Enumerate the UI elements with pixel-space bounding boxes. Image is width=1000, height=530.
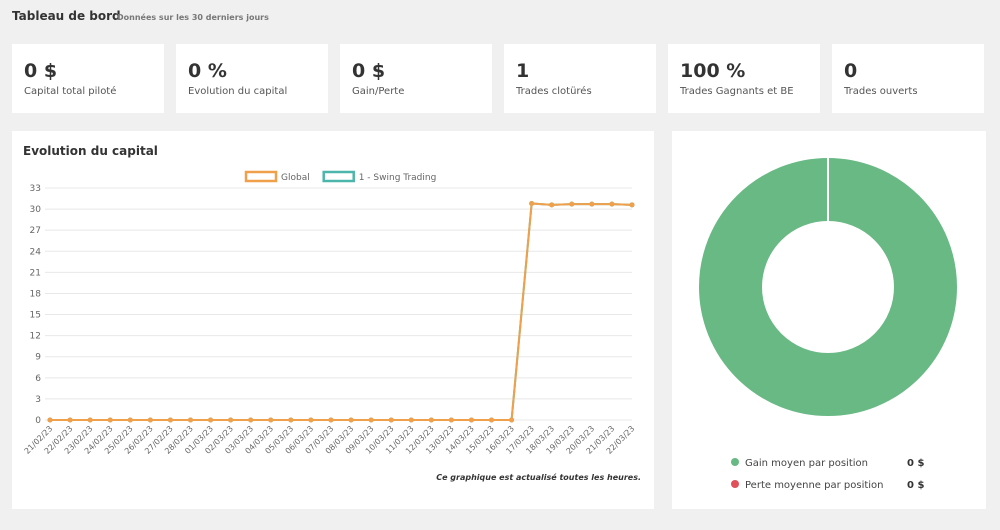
stat-value: 0 bbox=[844, 60, 858, 82]
series-point bbox=[408, 417, 414, 423]
chart-note: Ce graphique est actualisé toutes les he… bbox=[436, 472, 641, 482]
series-line bbox=[50, 202, 633, 421]
page-subtitle: Données sur les 30 derniers jours bbox=[117, 13, 269, 22]
y-tick-label: 6 bbox=[35, 374, 41, 384]
y-tick-label: 3 bbox=[35, 395, 41, 405]
legend-amount: 0 $ bbox=[907, 480, 924, 491]
y-tick-label: 15 bbox=[30, 311, 41, 321]
series-point bbox=[368, 417, 374, 423]
stat-value: 1 bbox=[516, 60, 530, 82]
series-point bbox=[428, 417, 434, 423]
y-tick-label: 27 bbox=[30, 226, 41, 236]
series-point bbox=[629, 202, 635, 208]
stat-value: 0 $ bbox=[24, 60, 58, 82]
legend-label: Global bbox=[281, 173, 310, 183]
series-point bbox=[328, 417, 334, 423]
legend-swatch bbox=[322, 170, 355, 183]
legend-label: 1 - Swing Trading bbox=[359, 173, 437, 183]
y-tick-label: 0 bbox=[35, 416, 41, 426]
series-point bbox=[127, 417, 133, 423]
series-point bbox=[268, 417, 274, 423]
chart-title: Evolution du capital bbox=[23, 144, 158, 158]
legend-label: Perte moyenne par position bbox=[745, 480, 884, 491]
series-point bbox=[47, 417, 53, 423]
series-point bbox=[248, 417, 254, 423]
y-tick-label: 18 bbox=[30, 289, 42, 299]
y-tick-label: 12 bbox=[30, 332, 41, 342]
y-tick-label: 33 bbox=[30, 184, 41, 194]
stat-card: 1 Trades clotürés bbox=[504, 44, 656, 113]
stat-label: Trades clotürés bbox=[516, 86, 592, 97]
series-point bbox=[388, 417, 394, 423]
series-point bbox=[87, 417, 93, 423]
legend-swatch bbox=[244, 170, 278, 183]
series-point bbox=[529, 200, 535, 206]
stat-card: 0 $ Gain/Perte bbox=[340, 44, 492, 113]
chart-panel: Evolution du capital Ce graphique est ac… bbox=[12, 131, 654, 509]
stat-value: 100 % bbox=[680, 60, 746, 82]
stat-card: 100 % Trades Gagnants et BE bbox=[668, 44, 820, 113]
series-point bbox=[348, 417, 354, 423]
series-point bbox=[288, 417, 294, 423]
y-tick-label: 9 bbox=[35, 353, 41, 363]
stat-value: 0 % bbox=[188, 60, 227, 82]
series-point bbox=[187, 417, 193, 423]
legend-amount: 0 $ bbox=[907, 458, 924, 469]
series-point bbox=[569, 201, 575, 207]
legend-label: Gain moyen par position bbox=[745, 458, 868, 469]
donut-panel: Gain moyen par position 0 $ Perte moyenne … bbox=[672, 131, 986, 509]
y-tick-label: 24 bbox=[30, 247, 42, 257]
series-point bbox=[208, 417, 214, 423]
stat-card: 0 Trades ouverts bbox=[832, 44, 984, 113]
page-title: Tableau de bord bbox=[12, 9, 121, 23]
stat-label: Gain/Perte bbox=[352, 86, 405, 97]
legend-dot bbox=[731, 480, 739, 488]
series-point bbox=[448, 417, 454, 423]
series-point bbox=[509, 417, 515, 423]
series-point bbox=[308, 417, 314, 423]
stat-label: Trades ouverts bbox=[844, 86, 918, 97]
stat-card: 0 % Evolution du capital bbox=[176, 44, 328, 113]
series-line bbox=[50, 202, 633, 421]
stat-label: Evolution du capital bbox=[188, 86, 288, 97]
series-point bbox=[147, 417, 153, 423]
y-tick-label: 30 bbox=[30, 205, 42, 215]
series-point bbox=[107, 417, 113, 423]
series-point bbox=[167, 417, 173, 423]
stat-label: Trades Gagnants et BE bbox=[680, 86, 794, 97]
y-tick-label: 21 bbox=[30, 268, 41, 278]
series-point bbox=[228, 417, 234, 423]
series-point bbox=[549, 202, 555, 208]
stat-value: 0 $ bbox=[352, 60, 386, 82]
legend-dot bbox=[731, 458, 739, 466]
series-point bbox=[67, 417, 73, 423]
stat-label: Capital total piloté bbox=[24, 86, 117, 97]
series-point bbox=[468, 417, 474, 423]
line-chart: Evolution du capital Ce graphique est ac… bbox=[23, 144, 641, 482]
series-point bbox=[489, 417, 495, 423]
series-point bbox=[609, 201, 615, 207]
stat-card: 0 $ Capital total piloté bbox=[12, 44, 164, 113]
series-point bbox=[589, 201, 595, 207]
donut-chart: Gain moyen par position 0 $ Perte moyenne … bbox=[699, 158, 957, 491]
